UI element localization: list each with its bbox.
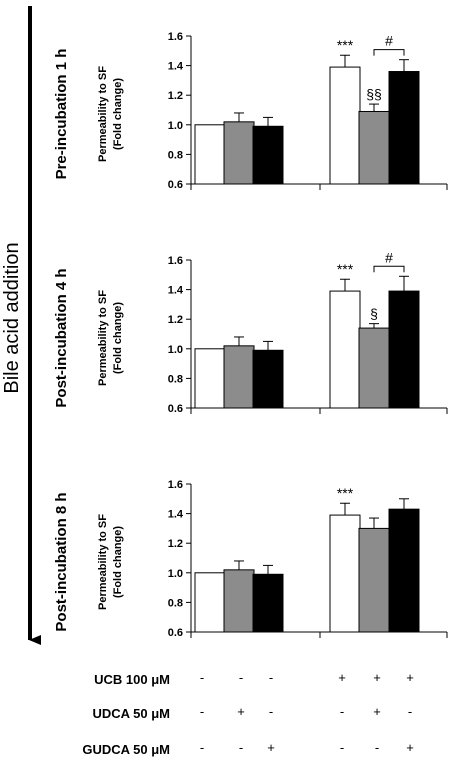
bar-6 [388, 290, 420, 409]
y-tick-label: 0.6 [168, 627, 183, 639]
condition-sign: - [239, 670, 243, 685]
bar-1 [194, 572, 226, 633]
significance-label: *** [337, 485, 354, 501]
y-tick-label: 1.4 [168, 285, 184, 297]
bar-6 [388, 71, 420, 185]
bar-2 [223, 121, 255, 185]
y-tick-label: 1.0 [168, 568, 183, 580]
condition-sign: + [237, 704, 245, 719]
condition-sign: + [373, 670, 381, 685]
condition-sign: - [269, 670, 273, 685]
condition-sign: - [200, 740, 204, 755]
y-tick-label: 1.2 [168, 90, 183, 102]
condition-sign: - [239, 740, 243, 755]
y-axis-label: Permeability to SF [97, 514, 109, 610]
y-axis-label: Permeability to SF [97, 290, 109, 386]
bar-2 [223, 569, 255, 633]
condition-sign: - [340, 704, 344, 719]
bar-3 [252, 125, 284, 185]
chart-panels: Pre-incubation 1 h Permeability to SF (Fol… [53, 31, 448, 639]
side-label: Bile acid addition [1, 242, 23, 393]
y-tick-label: 1.4 [168, 509, 184, 521]
condition-sign: - [375, 740, 379, 755]
significance-label: §§ [366, 86, 382, 102]
panel-title: Pre-incubation 1 h [53, 49, 70, 180]
condition-sign: + [406, 670, 414, 685]
significance-label: *** [337, 261, 354, 277]
bar-4 [329, 514, 361, 633]
significance-label: § [370, 306, 378, 322]
y-tick-label: 1.2 [168, 538, 183, 550]
bar-3 [252, 349, 284, 409]
chart-panel-2: Post-incubation 4 h Permeability to SF (Fo… [53, 249, 448, 415]
y-tick-label: 0.6 [168, 403, 183, 415]
panel-title: Post-incubation 4 h [53, 268, 70, 407]
bar-4 [329, 66, 361, 185]
bar-5 [358, 527, 390, 633]
condition-table: UCB 100 μM - - - + + + UDCA 50 μM - + - - + - GUDCA 50… [82, 670, 413, 757]
comparison-label: # [385, 249, 393, 265]
significance-label: *** [337, 37, 354, 53]
y-tick-label: 1.0 [168, 344, 183, 356]
bar-5 [358, 110, 390, 185]
y-tick-label: 1.2 [168, 314, 183, 326]
comparison-bracket [373, 49, 405, 56]
y-tick-label: 0.8 [168, 597, 183, 609]
chart-panel-3: Post-incubation 8 h Permeability to SF (Fo… [53, 479, 448, 639]
bar-2 [223, 345, 255, 409]
condition-sign: - [200, 704, 204, 719]
y-tick-label: 0.8 [168, 149, 183, 161]
y-tick-label: 1.6 [168, 255, 183, 267]
bar-3 [252, 573, 284, 633]
condition-sign: - [269, 704, 273, 719]
bar-1 [194, 348, 226, 409]
y-axis-label-2: (Fold change) [112, 526, 124, 598]
y-axis-label-2: (Fold change) [112, 78, 124, 150]
bar-4 [329, 290, 361, 409]
y-tick-label: 0.6 [168, 179, 183, 191]
y-tick-label: 1.6 [168, 31, 183, 43]
condition-sign: + [373, 704, 381, 719]
condition-sign: - [408, 704, 412, 719]
y-tick-label: 1.6 [168, 479, 183, 491]
y-tick-label: 1.4 [168, 61, 184, 73]
condition-sign: + [406, 740, 414, 755]
chart-panel-1: Pre-incubation 1 h Permeability to SF (Fol… [53, 31, 448, 191]
y-axis-label: Permeability to SF [97, 66, 109, 162]
y-axis-label-2: (Fold change) [112, 302, 124, 374]
condition-label: UCB 100 μM [94, 672, 170, 687]
comparison-label: # [385, 33, 393, 49]
condition-sign: - [340, 740, 344, 755]
condition-sign: - [200, 670, 204, 685]
bar-5 [358, 327, 390, 409]
bar-1 [194, 124, 226, 185]
comparison-bracket [373, 265, 405, 273]
condition-sign: + [267, 740, 275, 755]
y-tick-label: 0.8 [168, 373, 183, 385]
bar-6 [388, 508, 420, 633]
y-tick-label: 1.0 [168, 120, 183, 132]
condition-label: GUDCA 50 μM [82, 742, 170, 757]
condition-label: UDCA 50 μM [92, 706, 170, 721]
panel-title: Post-incubation 8 h [53, 492, 70, 631]
condition-sign: + [338, 670, 346, 685]
